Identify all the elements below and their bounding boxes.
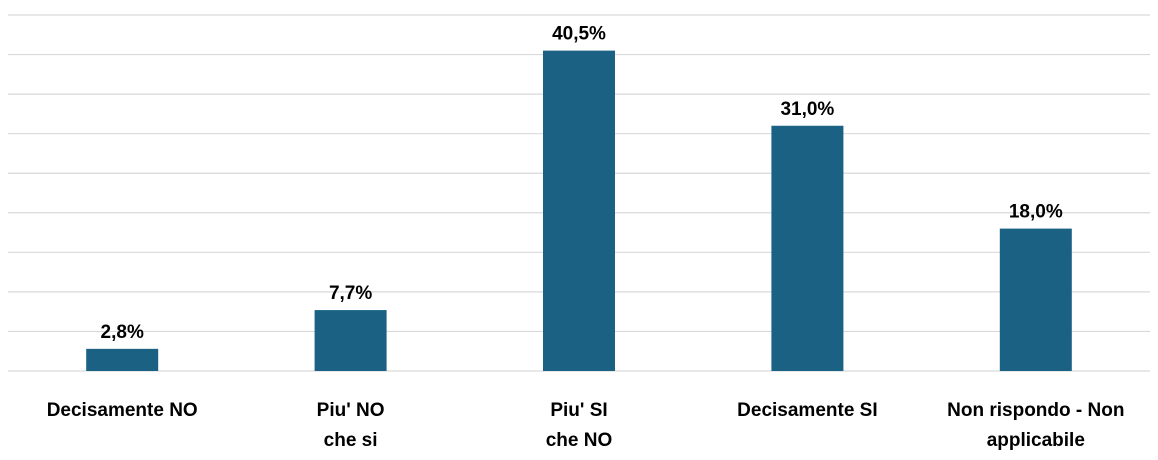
data-label: 7,7% [329, 283, 372, 304]
value-labels: 2,8% 7,7% 40,5% 31,0% 18,0% [101, 24, 1063, 343]
category-label: che si [324, 430, 378, 451]
bar [314, 310, 387, 371]
category-label: Piu' SI [550, 400, 607, 421]
bar [771, 125, 844, 371]
data-label: 18,0% [1009, 202, 1063, 223]
category-label: Non rispondo - Non [947, 400, 1124, 421]
bar [999, 228, 1072, 371]
bar [543, 50, 615, 371]
data-label: 40,5% [552, 24, 606, 45]
data-label: 31,0% [780, 99, 834, 120]
category-label: Decisamente SI [737, 400, 877, 421]
data-label: 2,8% [101, 322, 144, 343]
category-labels: Decisamente NO Piu' NO che si Piu' SI che NO… [47, 400, 1125, 451]
bars [86, 50, 1072, 371]
category-label: Decisamente NO [47, 400, 198, 421]
category-label: che NO [546, 430, 613, 451]
bar [86, 348, 159, 371]
category-label: Piu' NO [317, 400, 385, 421]
category-label: applicabile [987, 430, 1085, 451]
